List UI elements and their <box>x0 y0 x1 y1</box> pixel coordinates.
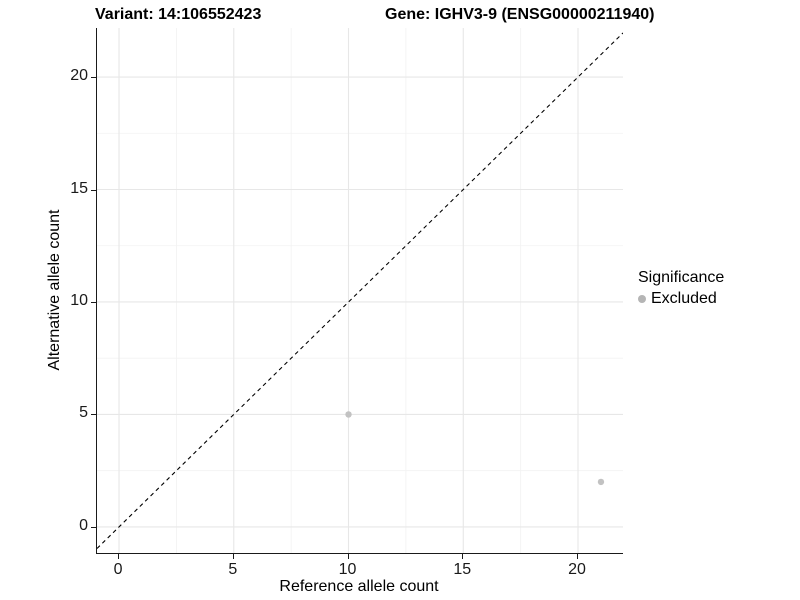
x-tick-mark <box>347 554 349 559</box>
y-axis-ticks: 0 5 10 15 20 <box>0 28 96 554</box>
identity-line <box>97 32 623 549</box>
x-tick-mark <box>118 554 120 559</box>
y-tick-mark <box>91 301 96 303</box>
x-tick-label: 10 <box>338 561 357 578</box>
y-tick-mark <box>91 526 96 528</box>
legend-point-icon <box>638 295 646 303</box>
y-tick-mark <box>91 189 96 191</box>
chart-canvas <box>97 28 623 553</box>
y-tick-label: 10 <box>70 292 88 310</box>
x-tick-mark <box>462 554 464 559</box>
y-tick-label: 0 <box>79 517 88 535</box>
legend-title: Significance <box>638 269 725 286</box>
legend: Significance Excluded <box>638 269 724 308</box>
x-tick-mark <box>232 554 234 559</box>
x-tick-label: 5 <box>228 561 238 578</box>
y-tick-mark <box>91 77 96 79</box>
y-tick-label: 5 <box>79 404 88 422</box>
x-tick-label: 0 <box>113 561 123 578</box>
variant-title: Variant: 14:106552423 <box>95 6 262 23</box>
legend-item-label: Excluded <box>651 290 717 307</box>
x-axis-title: Reference allele count <box>279 578 439 595</box>
x-tick-mark <box>577 554 579 559</box>
data-point <box>597 478 605 486</box>
x-tick-label: 15 <box>453 561 472 578</box>
y-tick-mark <box>91 414 96 416</box>
gene-title: Gene: IGHV3-9 (ENSG00000211940) <box>385 6 655 23</box>
x-axis-ticks: 0 5 10 15 20 <box>96 554 623 594</box>
x-tick-label: 20 <box>568 561 586 578</box>
plot-panel <box>96 28 623 554</box>
y-tick-label: 15 <box>70 179 88 197</box>
y-tick-label: 20 <box>70 67 88 85</box>
legend-item-excluded: Excluded <box>638 290 724 308</box>
data-point <box>345 411 352 418</box>
